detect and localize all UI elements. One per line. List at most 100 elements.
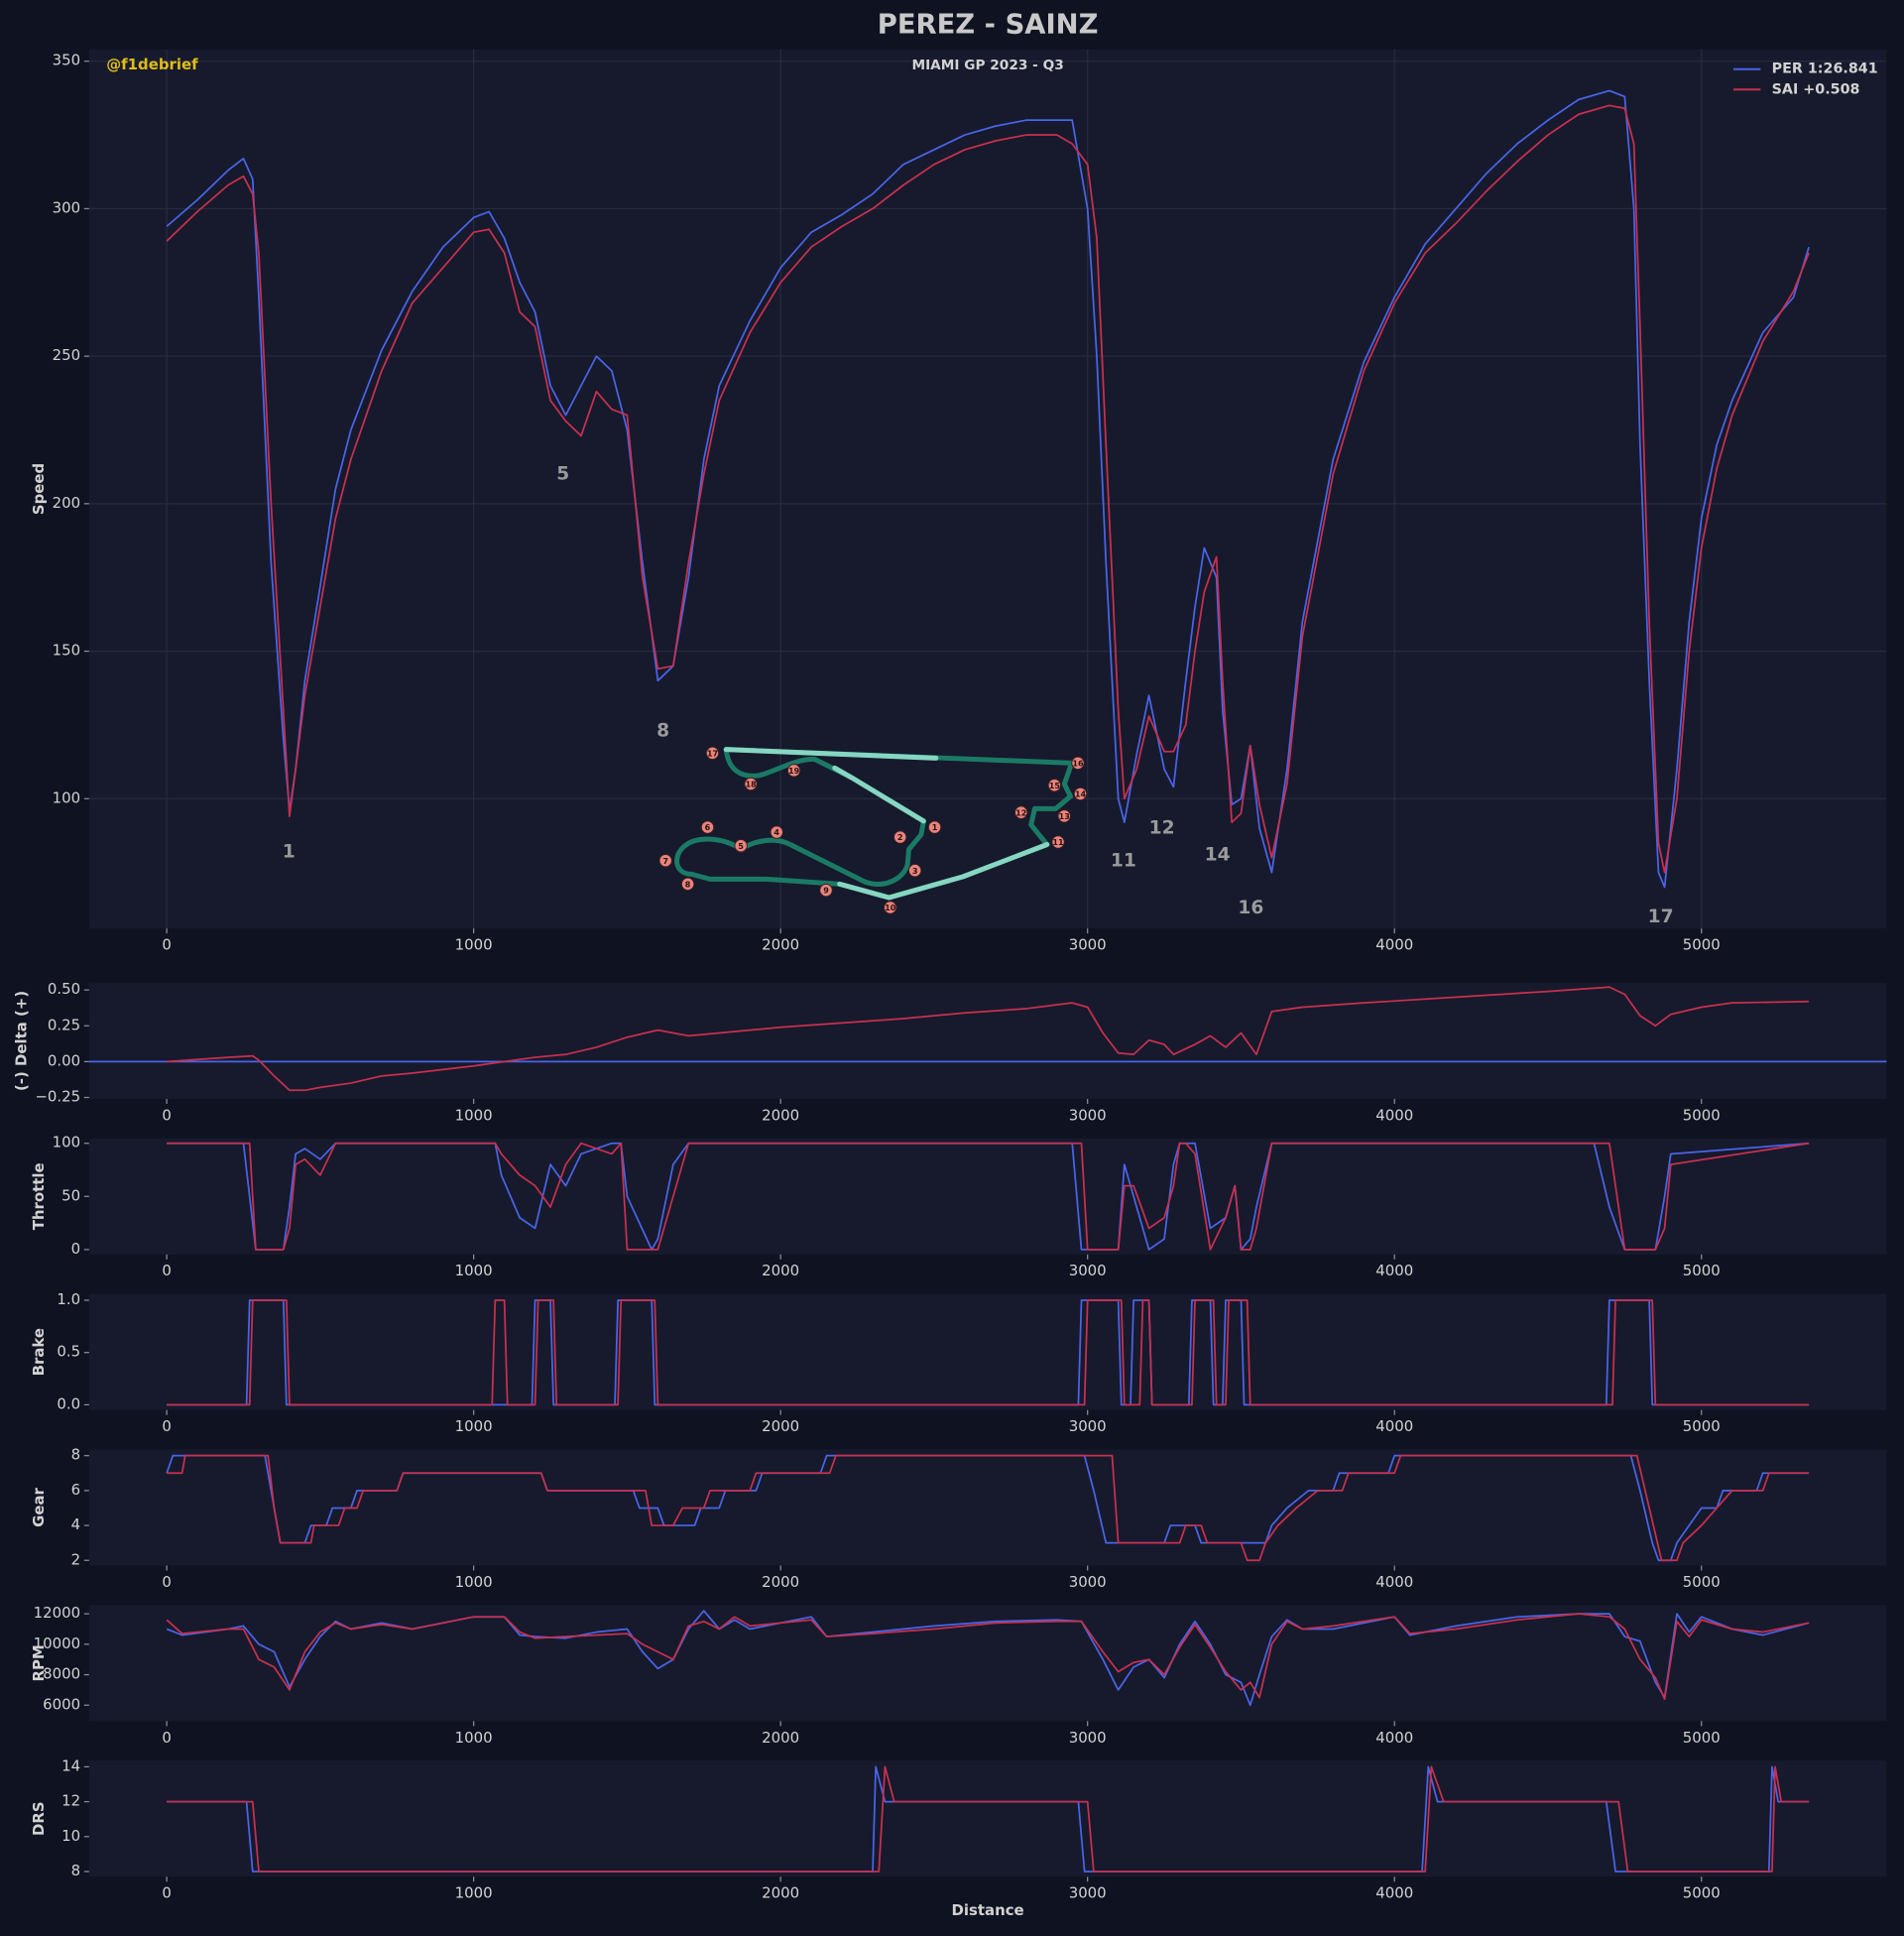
corner-label: 14 xyxy=(1205,844,1231,865)
x-tick-label: 4000 xyxy=(1375,1729,1413,1747)
x-tick-label: 1000 xyxy=(455,1729,493,1747)
x-tick-label: 1000 xyxy=(455,1417,493,1435)
series-line xyxy=(167,1765,1810,1873)
turn-marker xyxy=(705,746,720,761)
x-tick-label: 5000 xyxy=(1683,1729,1721,1747)
y-tick-label: 6 xyxy=(71,1481,81,1499)
turn-number: 18 xyxy=(745,780,757,789)
x-tick-label: 5000 xyxy=(1683,1573,1721,1591)
series-line xyxy=(167,1142,1810,1251)
turn-number: 9 xyxy=(823,886,829,896)
y-tick-label: 0.00 xyxy=(48,1051,80,1069)
y-tick-label: 1.0 xyxy=(57,1290,80,1308)
series-line xyxy=(166,104,1810,874)
x-tick-label: 2000 xyxy=(762,1106,799,1124)
panel: 0 1000 2000 3000 4000 5000 100 150 200 250 300 350 S… xyxy=(30,10,1887,954)
turn-number: 11 xyxy=(1052,837,1064,847)
y-axis-label: Throttle xyxy=(30,1162,48,1230)
turn-number: 2 xyxy=(897,832,903,842)
x-tick-label: 0 xyxy=(162,1262,172,1279)
corner-label: 16 xyxy=(1238,898,1263,918)
y-tick-label: 0.25 xyxy=(48,1016,80,1033)
y-tick-label: 0.5 xyxy=(57,1343,80,1361)
legend-label: PER 1:26.841 xyxy=(1772,61,1878,77)
x-tick-label: 4000 xyxy=(1375,936,1413,954)
panel: 0 1000 2000 3000 4000 5000 0 50 100 Throttle xyxy=(30,1134,1887,1279)
x-tick-label: 2000 xyxy=(762,1573,799,1591)
x-tick-label: 0 xyxy=(162,1884,172,1902)
x-tick-label: 1000 xyxy=(455,1262,493,1279)
turn-marker xyxy=(1057,809,1072,823)
x-tick-label: 0 xyxy=(162,1573,172,1591)
turn-number: 7 xyxy=(662,856,668,866)
turn-marker xyxy=(734,839,748,853)
y-tick-label: −0.25 xyxy=(35,1088,80,1106)
turn-number: 6 xyxy=(705,822,711,832)
turn-marker xyxy=(1073,786,1088,801)
y-tick-label: 8000 xyxy=(43,1665,80,1683)
turn-marker xyxy=(1013,805,1028,819)
corner-label: 17 xyxy=(1648,907,1674,927)
y-tick-label: 0.50 xyxy=(48,980,80,998)
y-tick-label: 350 xyxy=(53,52,80,69)
y-tick-label: 100 xyxy=(53,788,80,806)
y-tick-label: 100 xyxy=(53,1134,80,1151)
turn-marker xyxy=(884,901,897,914)
turn-number: 13 xyxy=(1059,811,1070,821)
y-tick-label: 10 xyxy=(61,1827,80,1845)
turn-number: 17 xyxy=(707,749,718,759)
turn-number: 19 xyxy=(788,766,800,776)
x-tick-label: 5000 xyxy=(1683,1417,1721,1435)
y-tick-label: 0 xyxy=(71,1240,81,1258)
x-tick-label: 2000 xyxy=(762,1884,799,1902)
plot-area xyxy=(88,49,1887,929)
turn-number: 3 xyxy=(912,866,918,876)
y-tick-label: 300 xyxy=(53,198,80,216)
plot-area xyxy=(88,1293,1887,1410)
y-tick-label: 250 xyxy=(53,346,80,364)
turn-marker xyxy=(907,863,922,878)
plot-area xyxy=(88,1760,1887,1877)
corner-label: 8 xyxy=(656,720,669,741)
plot-area xyxy=(88,1138,1887,1255)
y-tick-label: 12000 xyxy=(34,1604,80,1622)
turn-number: 14 xyxy=(1075,789,1087,799)
x-tick-label: 2000 xyxy=(762,936,799,954)
y-axis-label: RPM xyxy=(30,1644,48,1681)
turn-marker xyxy=(819,883,833,898)
chart-title: PEREZ - SAINZ xyxy=(878,10,1099,41)
y-axis-label: Gear xyxy=(30,1487,48,1526)
turn-number: 10 xyxy=(885,903,896,912)
x-tick-label: 4000 xyxy=(1375,1884,1413,1902)
x-tick-label: 3000 xyxy=(1069,1729,1107,1747)
series-line xyxy=(167,1142,1810,1251)
turn-number: 15 xyxy=(1049,781,1061,790)
x-tick-label: 0 xyxy=(162,936,172,954)
y-tick-label: 2 xyxy=(71,1550,81,1568)
x-tick-label: 2000 xyxy=(762,1417,799,1435)
turn-marker xyxy=(1051,835,1065,849)
x-tick-label: 4000 xyxy=(1375,1262,1413,1279)
y-axis-label: DRS xyxy=(30,1801,48,1836)
turn-marker xyxy=(786,764,801,778)
x-tick-label: 4000 xyxy=(1375,1573,1413,1591)
turn-marker xyxy=(658,853,672,868)
turn-marker xyxy=(927,820,942,834)
turn-number: 16 xyxy=(1072,758,1084,768)
corner-label: 1 xyxy=(283,841,296,862)
x-tick-label: 5000 xyxy=(1683,936,1721,954)
corner-label: 12 xyxy=(1149,818,1175,839)
x-tick-label: 3000 xyxy=(1069,1884,1107,1902)
plot-area xyxy=(88,982,1887,1099)
y-tick-label: 12 xyxy=(61,1792,80,1810)
x-tick-label: 0 xyxy=(162,1106,172,1124)
y-tick-label: 8 xyxy=(71,1446,81,1464)
x-tick-label: 3000 xyxy=(1069,1106,1107,1124)
x-tick-label: 0 xyxy=(162,1417,172,1435)
x-tick-label: 2000 xyxy=(762,1729,799,1747)
panel: 0 1000 2000 3000 4000 5000 0.0 0.5 1.0 Brake xyxy=(30,1290,1887,1435)
x-tick-label: 0 xyxy=(162,1729,172,1747)
track-highlight xyxy=(723,747,1050,901)
turn-marker xyxy=(680,877,695,892)
